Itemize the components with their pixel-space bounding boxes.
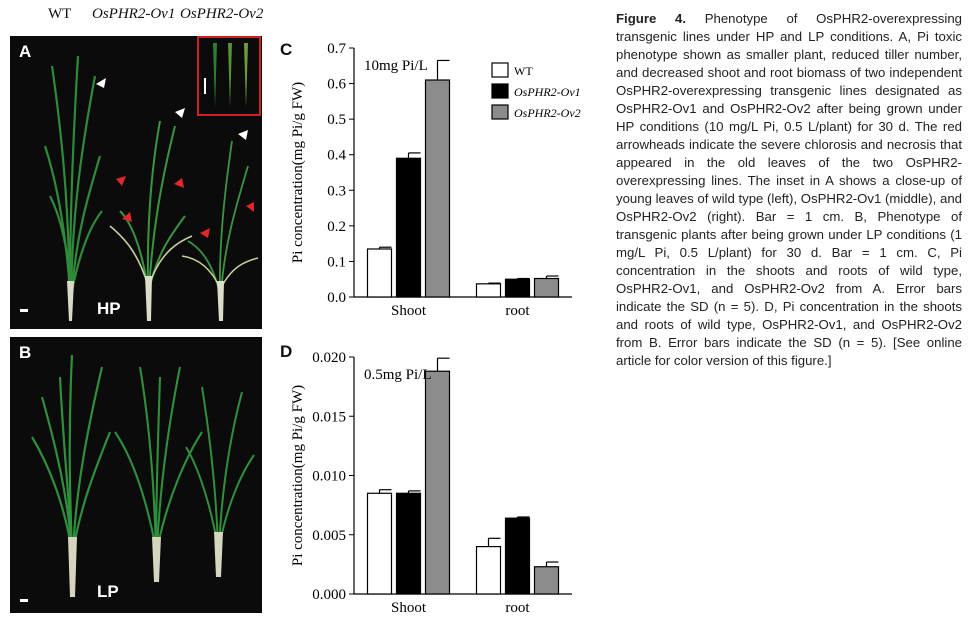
genotype-header: WT OsPHR2-Ov1 OsPHR2-Ov2 (0, 6, 265, 28)
ov1-plant-lp-base (152, 537, 161, 582)
chart-d-bar (504, 517, 531, 595)
chart-c-bar (504, 278, 531, 298)
chart-c-bar (366, 248, 393, 298)
chart-c-legend-swatch (491, 83, 509, 99)
chart-c-svg: 0.0 0.1 0.2 0.3 0.4 0.5 0.6 0.7 Pi concentration… (290, 41, 581, 319)
chart-c-legend-label: OsPHR2-Ov1 (514, 85, 581, 99)
white-arrows (96, 78, 248, 140)
panel-b-plants-illustration (31, 354, 255, 597)
chart-c-category-label: root (505, 303, 530, 319)
genotype-label-wt: WT (48, 6, 72, 22)
chart-d-category-label: Shoot (391, 600, 427, 616)
chart-c-bar (533, 277, 560, 298)
panel-b-condition-label: LP (97, 582, 119, 601)
ov1-plant-hp-base (145, 276, 152, 321)
chart-d-y-tick-label: 0.015 (312, 409, 346, 425)
wt-plant-hp (43, 55, 103, 292)
wt-plant-hp-base (67, 281, 74, 321)
chart-c-legend-label: WT (514, 64, 533, 78)
chart-d-bar (475, 546, 502, 595)
panel-a-plants-illustration (43, 55, 259, 321)
chart-c-category-label: Shoot (391, 303, 427, 319)
chart-c-y-tick-label: 0.1 (327, 254, 346, 270)
chart-d-letter: D (280, 342, 293, 361)
chart-d: D 0.000 0.005 0.010 0.015 0.020 Pi concentrat… (272, 340, 592, 620)
chart-d-y-tick-label: 0.000 (312, 587, 346, 603)
ov1-plant-lp (114, 366, 203, 550)
panel-b-photo: B LP (10, 337, 262, 613)
inset-closeup (197, 36, 261, 116)
chart-d-bar (395, 492, 422, 595)
inset-leaves-illustration (204, 43, 248, 108)
panel-a-scale-bar (20, 309, 28, 312)
chart-c-legend-swatch (491, 62, 509, 78)
chart-c-legend-swatch (491, 104, 509, 120)
chart-d-bar (424, 370, 451, 595)
chart-c-y-tick-label: 0.4 (327, 148, 346, 164)
panel-b-scale-bar (20, 599, 28, 602)
chart-c-y-tick-label: 0.6 (327, 77, 346, 93)
chart-d-y-axis-label: Pi concentration(mg Pi/g FW) (290, 385, 306, 566)
chart-c-bar (424, 79, 451, 298)
red-arrowheads (116, 176, 254, 238)
caption-body: Phenotype of OsPHR2-overexpressing trans… (616, 11, 962, 368)
ov2-plant-lp-base (214, 532, 223, 577)
panel-a-photo: A HP (10, 36, 262, 329)
chart-c-y-tick-label: 0.2 (327, 219, 346, 235)
ov2-plant-lp (185, 386, 255, 548)
chart-d-y-tick-label: 0.020 (312, 350, 346, 366)
panel-b-letter: B (19, 343, 32, 362)
figure-caption: Figure 4. Phenotype of OsPHR2-overexpres… (616, 10, 962, 370)
chart-d-svg: 0.000 0.005 0.010 0.015 0.020 Pi concentratio… (290, 350, 572, 616)
panel-a-letter: A (19, 42, 32, 61)
chart-d-category-label: root (505, 600, 530, 616)
chart-c-bar (475, 283, 502, 298)
chart-d-y-tick-label: 0.005 (312, 528, 346, 544)
ov2-plant-hp (187, 140, 249, 295)
chart-c-y-tick-label: 0.0 (327, 290, 346, 306)
chart-c-annotation: 10mg Pi/L (364, 58, 428, 74)
chart-c-legend-label: OsPHR2-Ov2 (514, 106, 581, 120)
chart-c-letter: C (280, 40, 293, 59)
chart-d-y-tick-label: 0.010 (312, 469, 346, 485)
wt-plant-lp-base (68, 537, 77, 597)
chart-c-y-axis-label: Pi concentration(mg Pi/g FW) (290, 82, 306, 263)
chart-d-annotation: 0.5mg Pi/L (364, 367, 432, 383)
chart-c: C 0.0 0.1 0.2 0.3 0.4 0.5 0.6 0.7 Pi concentrati… (272, 36, 592, 326)
genotype-label-ov1: OsPHR2-Ov1 (92, 6, 176, 22)
ov2-plant-hp-base (217, 281, 224, 321)
chart-d-bar (366, 492, 393, 595)
panel-a-condition-label: HP (97, 299, 121, 318)
caption-title: Figure 4. (616, 11, 686, 26)
genotype-label-ov2: OsPHR2-Ov2 (180, 6, 264, 22)
wt-plant-lp (31, 354, 112, 553)
chart-c-y-tick-label: 0.3 (327, 183, 346, 199)
chart-c-y-tick-label: 0.7 (327, 41, 346, 57)
chart-c-y-tick-label: 0.5 (327, 112, 346, 128)
ov1-plant-hp (119, 120, 186, 292)
chart-c-bar (395, 157, 422, 298)
chart-d-bar (533, 566, 560, 595)
